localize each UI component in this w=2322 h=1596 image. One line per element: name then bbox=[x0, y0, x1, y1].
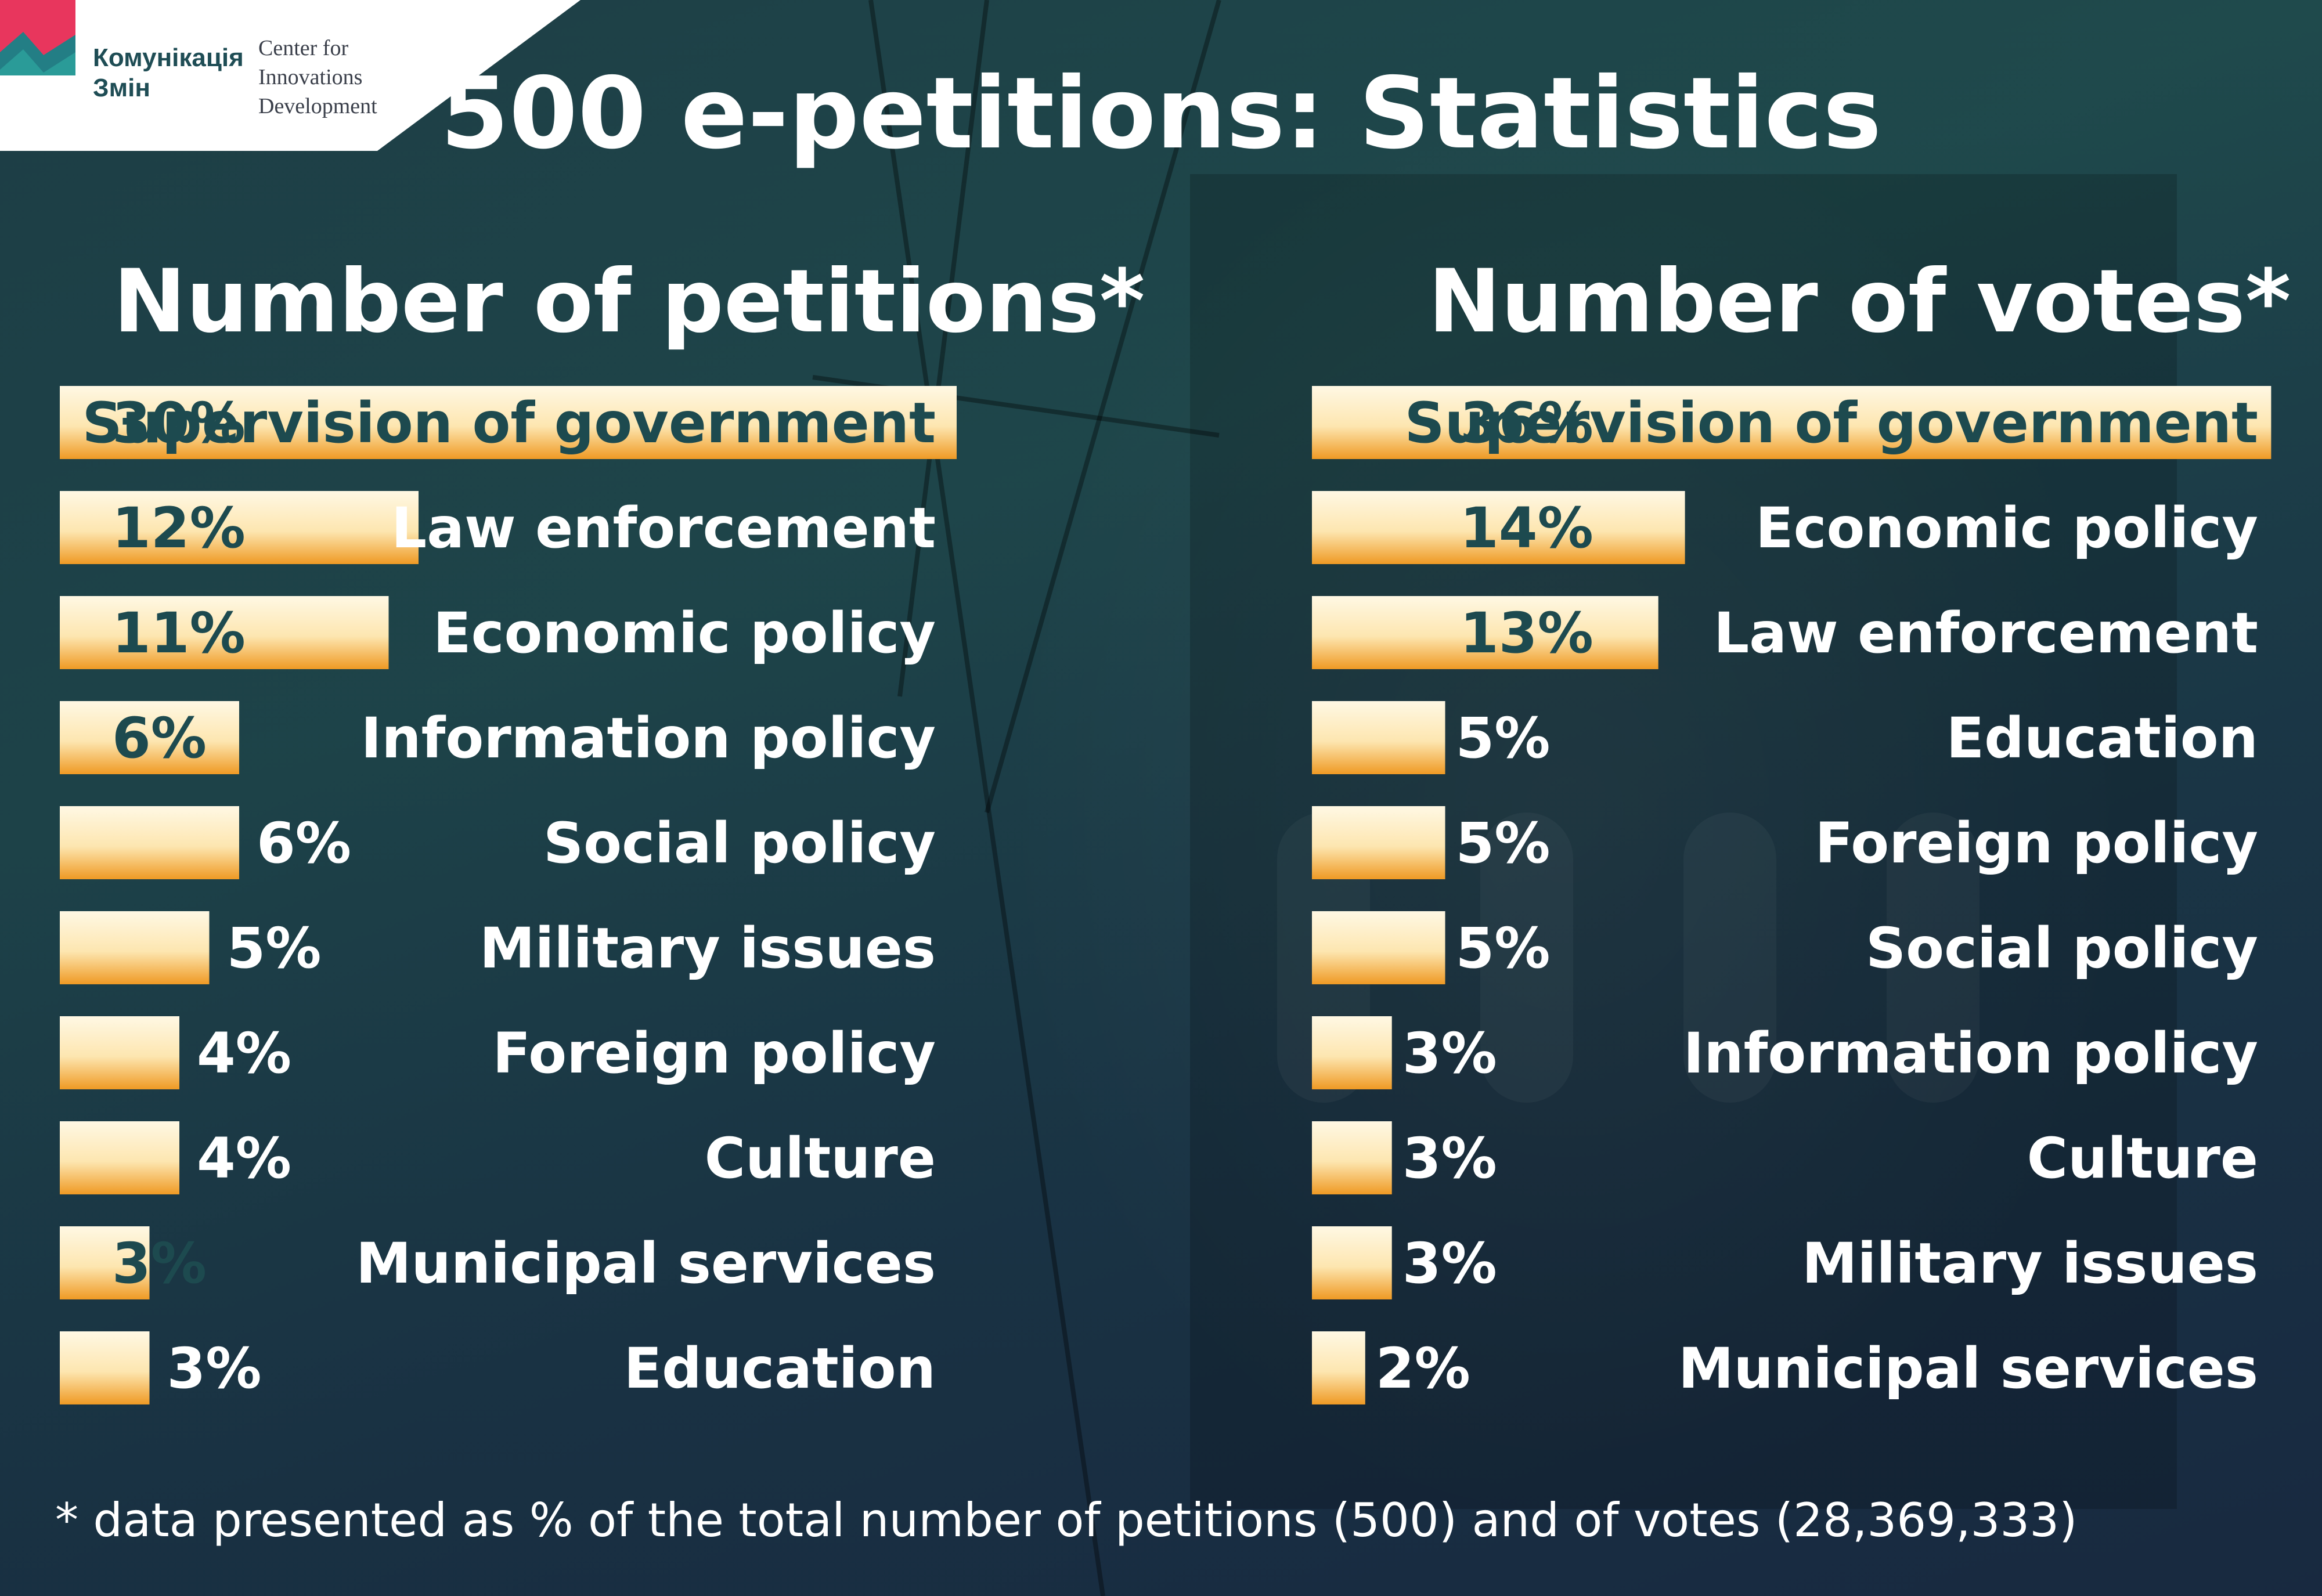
petitions-bar bbox=[60, 386, 957, 459]
logo-kz-line2: Змін bbox=[93, 74, 150, 102]
petitions-category-label: Social policy bbox=[543, 811, 936, 876]
logo-area: Комунікація Змін Center for Innovations … bbox=[0, 0, 580, 151]
votes-bar bbox=[1312, 491, 1685, 564]
petitions-value-label: 6% bbox=[112, 706, 207, 771]
votes-category-label: Municipal services bbox=[1678, 1336, 2258, 1401]
votes-bar bbox=[1312, 1331, 1365, 1404]
votes-bar bbox=[1312, 386, 2271, 459]
petitions-value-label: 3% bbox=[112, 1231, 207, 1296]
votes-bar bbox=[1312, 1016, 1392, 1089]
votes-chart: 36%Supervision of government 14% Economic … bbox=[1312, 386, 2271, 1404]
votes-category-label: Education bbox=[1946, 706, 2258, 771]
logo-center-innovations-development: Center for Innovations Development bbox=[258, 34, 377, 121]
petitions-chart: 30%Supervision of government 12% Law enfor… bbox=[60, 386, 957, 1404]
votes-value-label: 5% bbox=[1456, 916, 1551, 981]
petitions-category-label: Culture bbox=[705, 1126, 936, 1191]
votes-value-label: 2% bbox=[1376, 1336, 1470, 1401]
petitions-category-label: Education bbox=[624, 1336, 936, 1401]
votes-value-label: 3% bbox=[1402, 1126, 1497, 1191]
votes-bar bbox=[1312, 701, 1445, 774]
logo-kz-line1: Комунікація bbox=[93, 44, 244, 72]
logo-komunikatsiya-zmin: Комунікація Змін bbox=[93, 43, 244, 103]
petitions-value-label: 6% bbox=[257, 811, 351, 876]
petitions-chart-title: Number of petitions* bbox=[113, 251, 1145, 352]
votes-category-label: Information policy bbox=[1683, 1021, 2258, 1086]
petitions-bar bbox=[60, 1016, 179, 1089]
petitions-bar bbox=[60, 1331, 150, 1404]
votes-category-label: Foreign policy bbox=[1815, 811, 2258, 876]
votes-value-label: 5% bbox=[1456, 706, 1551, 771]
petitions-bar bbox=[60, 701, 239, 774]
votes-value-label: 5% bbox=[1456, 811, 1551, 876]
petitions-value-label: 11% bbox=[112, 601, 246, 666]
petitions-value-label: 4% bbox=[197, 1021, 291, 1086]
logo-cid-line3: Development bbox=[258, 94, 377, 118]
votes-bar bbox=[1312, 596, 1658, 669]
logo-mark-icon bbox=[0, 0, 75, 75]
petitions-category-label: Law enforcement bbox=[391, 496, 936, 561]
petitions-value-label: 30% bbox=[112, 391, 246, 456]
votes-bar bbox=[1312, 911, 1445, 984]
petitions-bar bbox=[60, 596, 389, 669]
petitions-value-label: 4% bbox=[197, 1126, 291, 1191]
votes-value-label: 13% bbox=[1460, 601, 1593, 666]
petitions-bar bbox=[60, 491, 419, 564]
logo-cid-line1: Center for bbox=[258, 36, 349, 60]
votes-bar bbox=[1312, 1226, 1392, 1299]
votes-category-label: Social policy bbox=[1866, 916, 2258, 981]
votes-bar bbox=[1312, 1121, 1392, 1194]
petitions-value-label: 3% bbox=[167, 1336, 262, 1401]
petitions-category-label: Information policy bbox=[361, 706, 936, 771]
votes-category-label: Economic policy bbox=[1755, 496, 2258, 561]
petitions-bar bbox=[60, 806, 239, 879]
petitions-value-label: 12% bbox=[112, 496, 246, 561]
votes-value-label: 14% bbox=[1460, 496, 1593, 561]
votes-value-label: 36% bbox=[1460, 391, 1593, 456]
petitions-bar bbox=[60, 1121, 179, 1194]
petitions-bar bbox=[60, 911, 210, 984]
votes-category-label: Supervision of government bbox=[1405, 391, 2258, 456]
votes-category-label: Culture bbox=[2027, 1126, 2258, 1191]
petitions-category-label: Foreign policy bbox=[493, 1021, 936, 1086]
petitions-bar bbox=[60, 1226, 150, 1299]
votes-category-label: Law enforcement bbox=[1714, 601, 2258, 666]
votes-value-label: 3% bbox=[1402, 1231, 1497, 1296]
logo-cid-line2: Innovations bbox=[258, 65, 363, 89]
petitions-value-label: 5% bbox=[227, 916, 322, 981]
footnote: * data presented as % of the total numbe… bbox=[55, 1493, 2078, 1547]
petitions-category-label: Economic policy bbox=[433, 601, 936, 666]
main-title: 500 e-petitions: Statistics bbox=[440, 56, 1882, 171]
votes-chart-title: Number of votes* bbox=[1428, 251, 2291, 352]
petitions-category-label: Municipal services bbox=[356, 1231, 936, 1296]
petitions-category-label: Supervision of government bbox=[82, 391, 936, 456]
votes-bar bbox=[1312, 806, 1445, 879]
votes-value-label: 3% bbox=[1402, 1021, 1497, 1086]
votes-category-label: Military issues bbox=[1802, 1231, 2258, 1296]
petitions-category-label: Military issues bbox=[479, 916, 936, 981]
